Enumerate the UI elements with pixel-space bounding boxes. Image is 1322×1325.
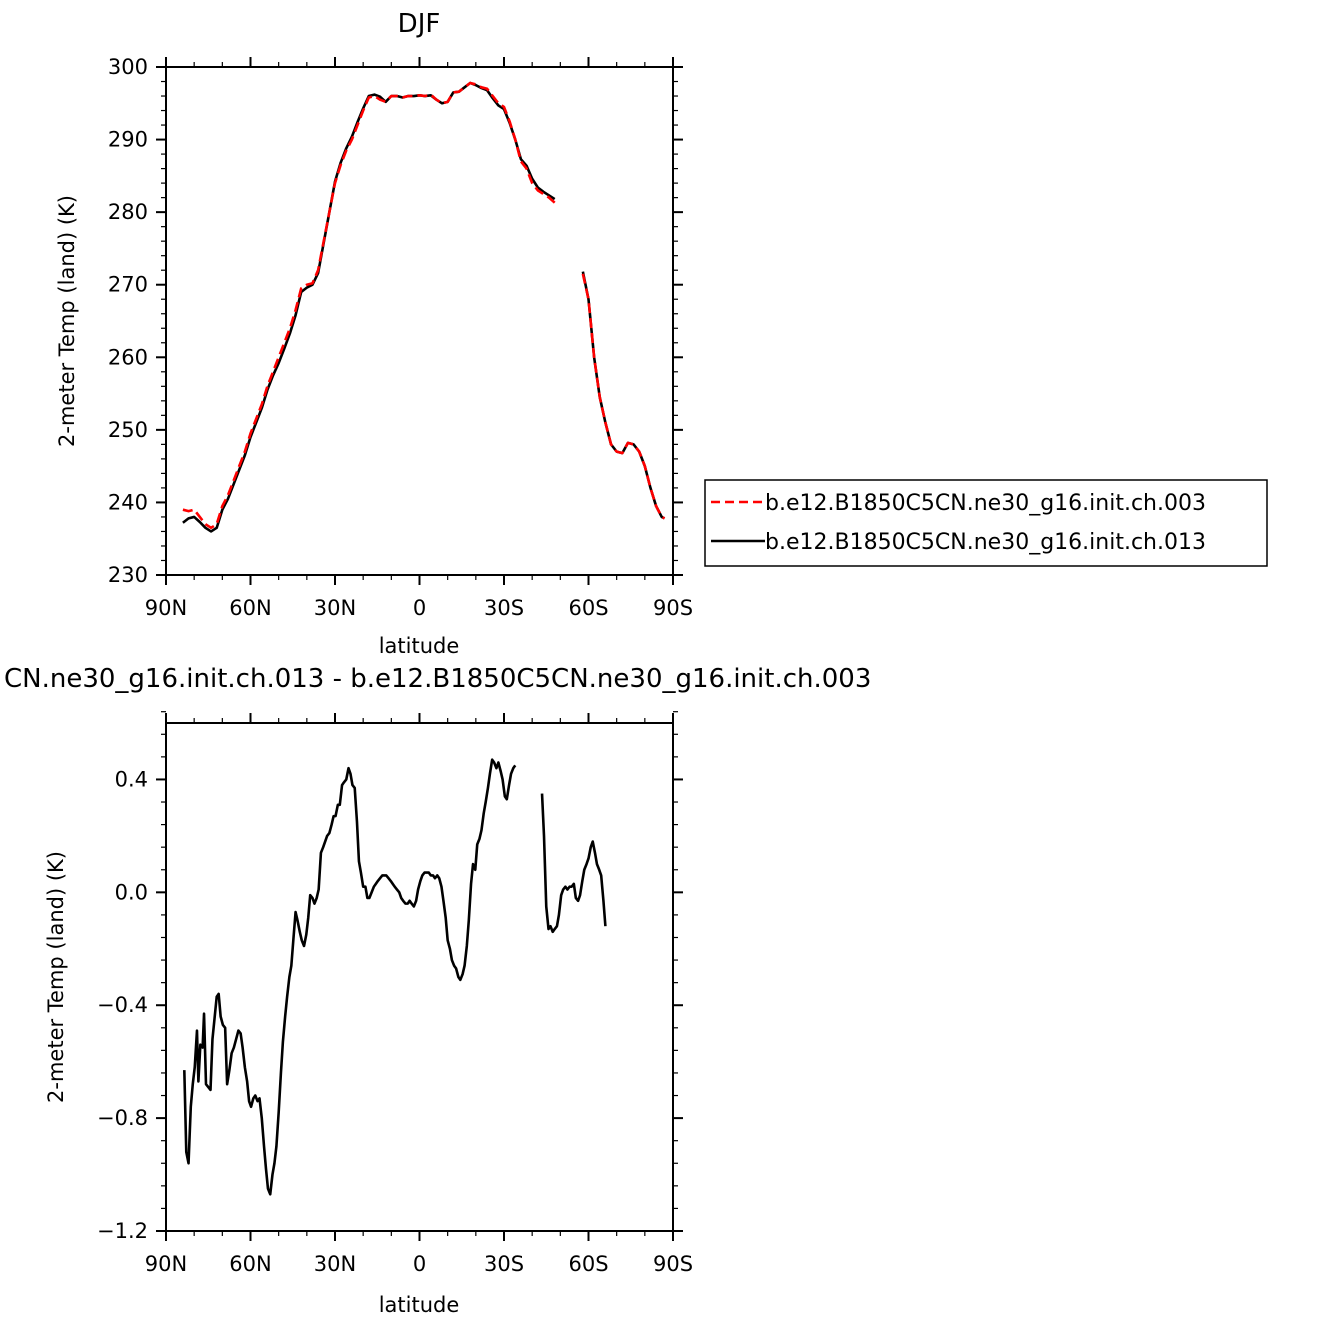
top-series-1-line-segment-0: [182, 81, 556, 533]
top-y-tick-label: 300: [108, 55, 148, 79]
top-x-tick-label: 0: [413, 596, 426, 620]
bottom-x-axis-label: latitude: [379, 1293, 460, 1317]
bottom-x-tick-label: 60N: [229, 1252, 271, 1276]
legend-entry-013: b.e12.B1850C5CN.ne30_g16.init.ch.013: [765, 530, 1206, 555]
top-y-tick-label: 260: [108, 345, 148, 369]
bottom-x-tick-label: 90S: [653, 1252, 693, 1276]
top-y-tick-label: 230: [108, 563, 148, 587]
top-panel: DJF 230 240 250 260 270 280 290 300 90N 60N 30N 0 3…: [55, 9, 1268, 658]
legend-entry-003: b.e12.B1850C5CN.ne30_g16.init.ch.003: [765, 491, 1206, 516]
bottom-x-tick-label: 0: [413, 1252, 426, 1276]
bottom-series-0-line-segment-1: [540, 793, 607, 934]
top-x-tick-label: 30S: [484, 596, 524, 620]
top-x-tick-label: 90S: [653, 596, 693, 620]
top-x-axis-label: latitude: [379, 634, 460, 658]
top-panel-title: DJF: [398, 9, 441, 39]
bottom-y-tick-label: −1.2: [97, 1219, 148, 1243]
top-y-tick-label: 270: [108, 273, 148, 297]
top-y-axis-label: 2-meter Temp (land) (K): [55, 195, 79, 447]
top-y-tick-label: 280: [108, 200, 148, 224]
bottom-series-0-line-segment-0: [183, 758, 517, 1196]
top-x-tick-label: 60S: [568, 596, 608, 620]
top-series-1-line-segment-1: [581, 271, 666, 520]
legend: b.e12.B1850C5CN.ne30_g16.init.ch.003 b.e…: [704, 479, 1268, 567]
bottom-y-tick-label: −0.4: [97, 993, 148, 1017]
bottom-y-tick-label: 0.0: [115, 880, 148, 904]
bottom-plot-frame: [165, 722, 674, 1232]
top-x-tick-label: 30N: [314, 596, 356, 620]
top-x-tick-label: 90N: [145, 596, 187, 620]
bottom-x-tick-label: 30S: [484, 1252, 524, 1276]
bottom-x-tick-label: 30N: [314, 1252, 356, 1276]
top-y-tick-label: 250: [108, 418, 148, 442]
top-y-tick-label: 290: [108, 128, 148, 152]
bottom-y-tick-label: −0.8: [97, 1106, 148, 1130]
bottom-y-axis-label: 2-meter Temp (land) (K): [44, 851, 68, 1103]
top-y-tick-label: 240: [108, 490, 148, 514]
bottom-x-tick-label: 60S: [568, 1252, 608, 1276]
top-x-tick-label: 60N: [229, 596, 271, 620]
legend-box: [704, 479, 1268, 567]
top-series-0-line-segment-1: [581, 273, 666, 520]
top-plot-frame: [165, 66, 674, 576]
bottom-x-tick-label: 90N: [145, 1252, 187, 1276]
bottom-y-tick-label: 0.4: [115, 767, 148, 791]
top-series-0-line-segment-0: [182, 81, 556, 530]
bottom-panel: CN.ne30_g16.init.ch.013 - b.e12.B1850C5C…: [4, 664, 871, 1317]
bottom-panel-title: CN.ne30_g16.init.ch.013 - b.e12.B1850C5C…: [4, 664, 871, 694]
